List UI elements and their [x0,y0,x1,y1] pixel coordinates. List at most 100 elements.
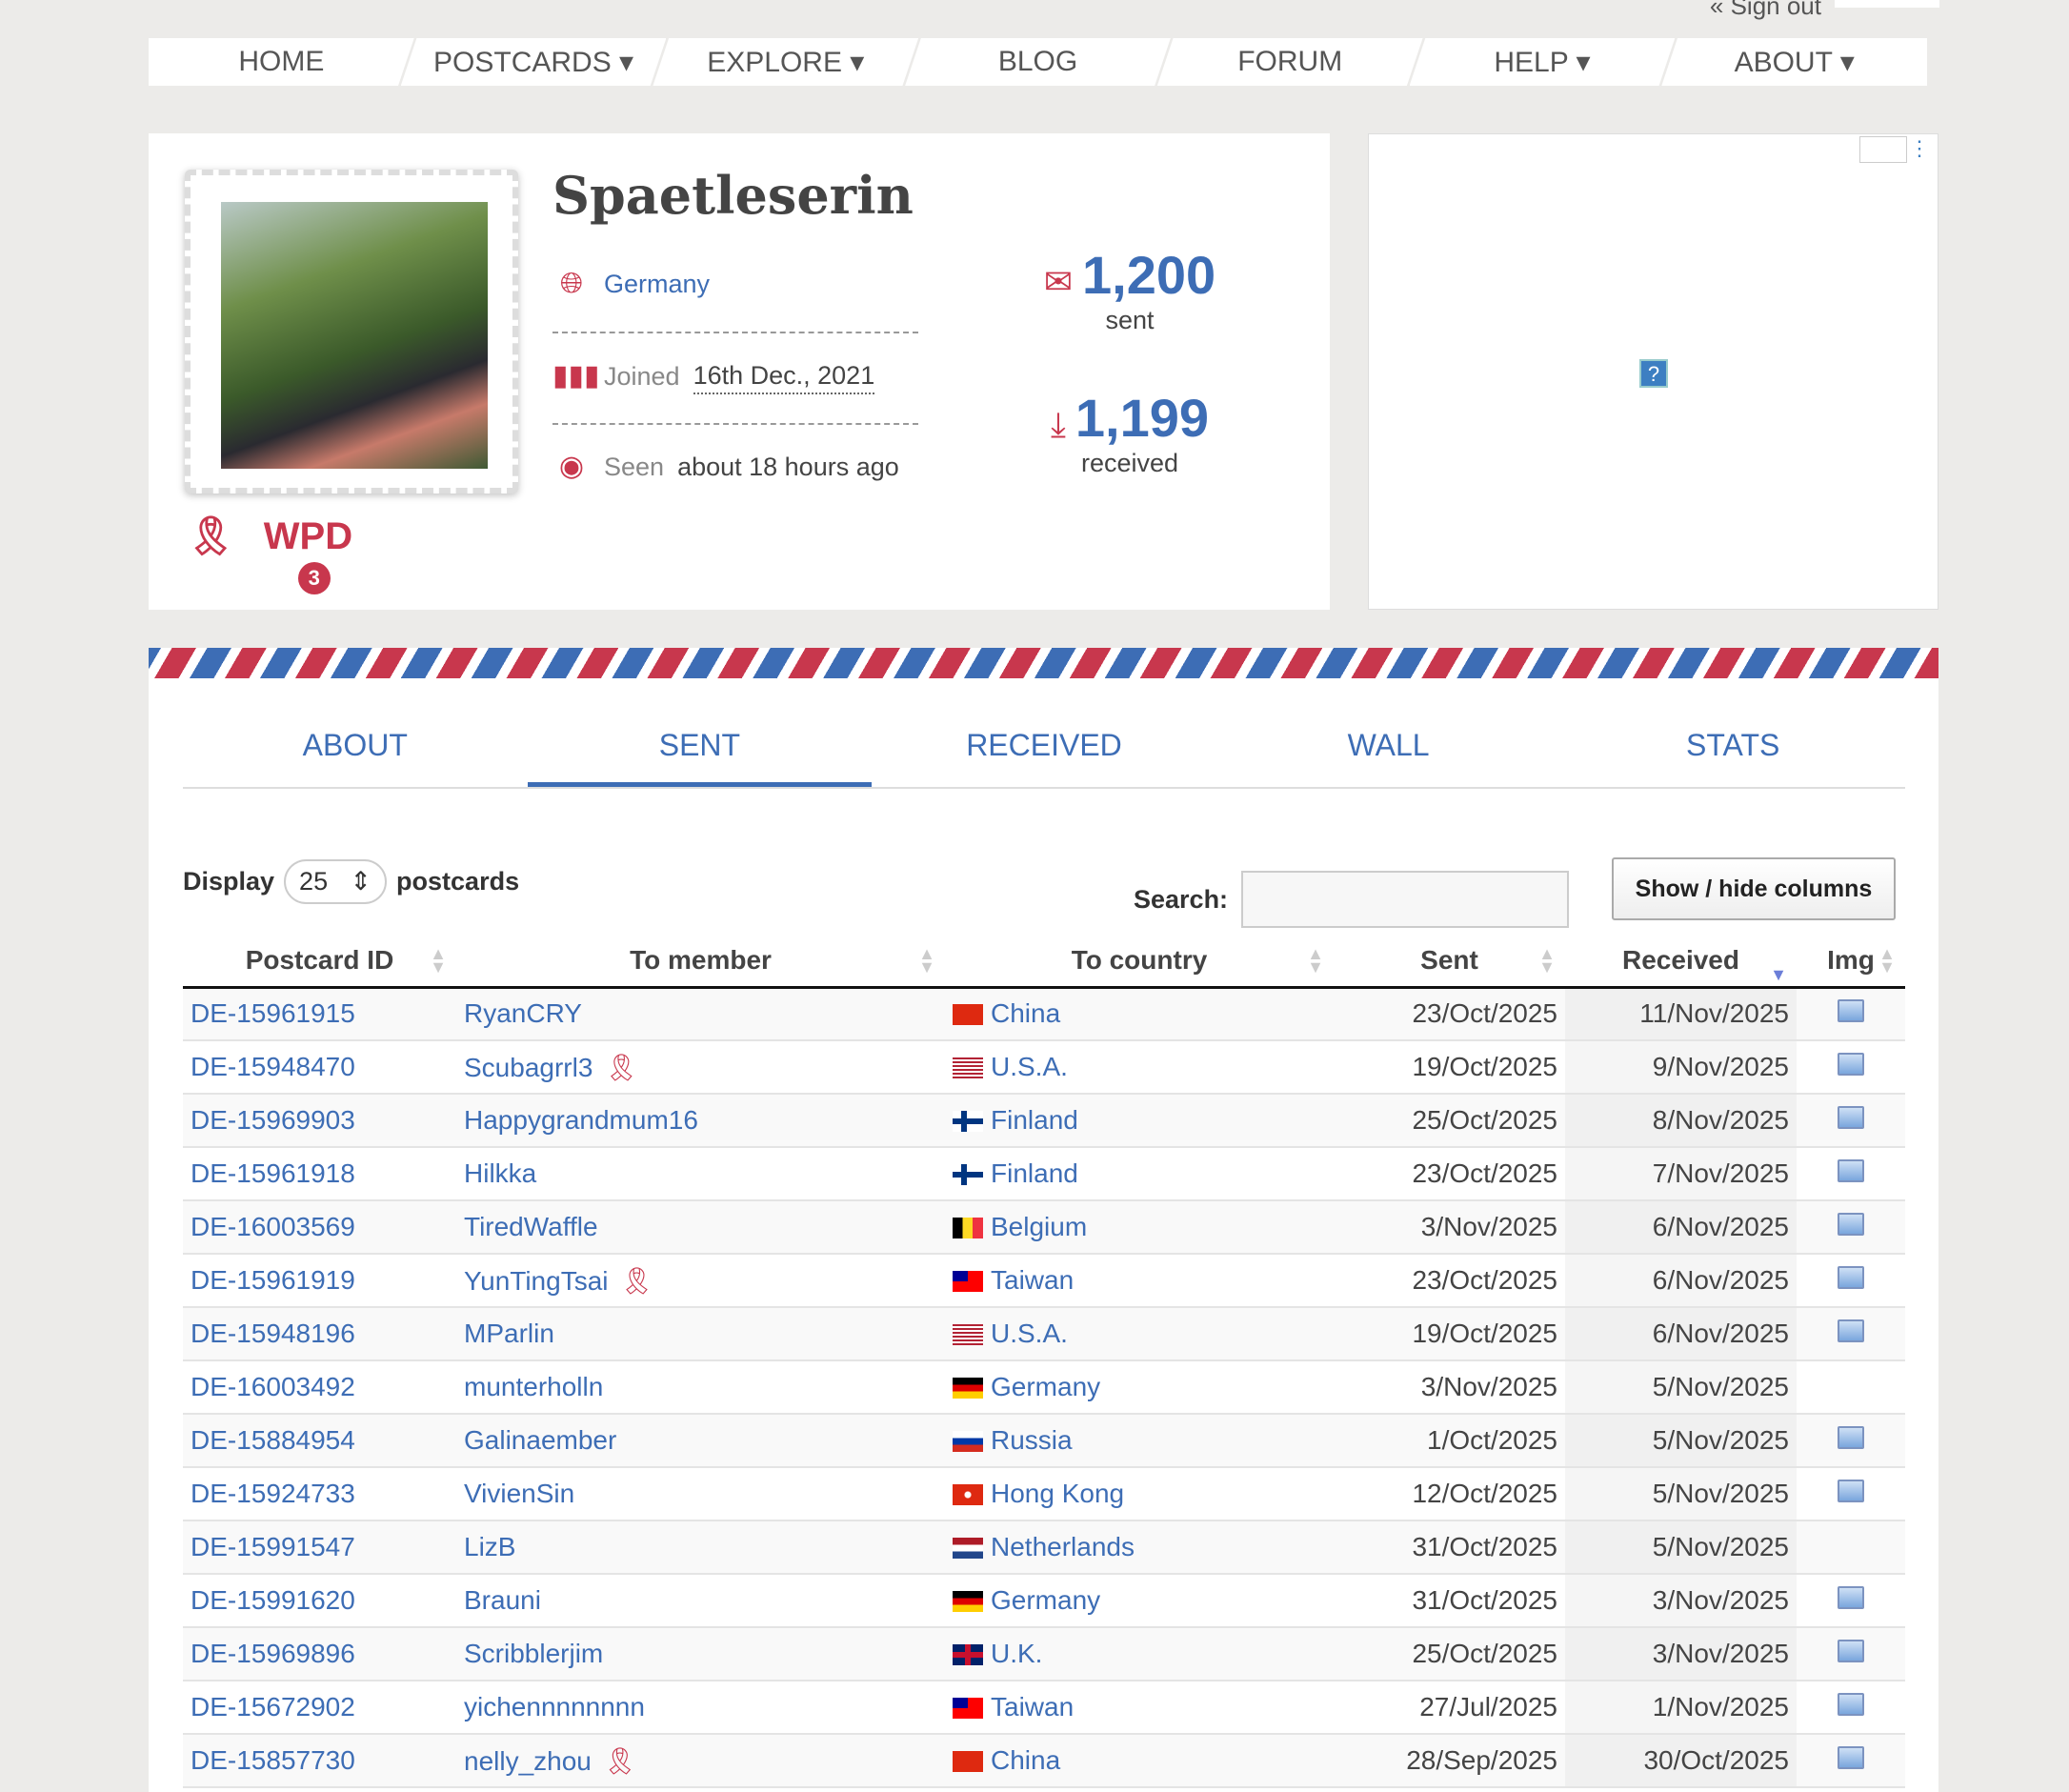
postcard-id-link[interactable]: DE-15857730 [183,1734,456,1788]
image-icon[interactable] [1838,1480,1864,1502]
country-link[interactable]: China [991,998,1061,1029]
postcard-id-link[interactable]: DE-15961915 [183,987,456,1041]
postcard-id-link[interactable]: DE-16003569 [183,1200,456,1255]
ad-close-box[interactable] [1859,136,1907,163]
country-link[interactable]: Germany [604,270,711,298]
image-icon[interactable] [1838,1746,1864,1769]
nav-item-1[interactable]: POSTCARDS ▾ [400,38,667,86]
sort-icon[interactable]: ▼ [1770,965,1787,984]
nav-item-4[interactable]: FORUM [1156,38,1423,86]
tab-wall[interactable]: WALL [1347,728,1430,762]
country-link[interactable]: Germany [991,1372,1101,1401]
sign-out-link[interactable]: « Sign out [1709,0,1821,20]
member-link[interactable]: Hilkka [464,1158,537,1188]
image-icon[interactable] [1838,1693,1864,1716]
country-link[interactable]: Finland [991,1158,1078,1188]
country-link[interactable]: Finland [991,1105,1078,1135]
country-link[interactable]: Taiwan [991,1265,1075,1295]
avatar[interactable] [221,202,488,469]
postcard-id-link[interactable]: DE-15991620 [183,1574,456,1628]
tab-about[interactable]: ABOUT [302,728,408,762]
member-link[interactable]: VivienSin [464,1479,575,1508]
image-icon[interactable] [1838,1586,1864,1609]
country-link[interactable]: Russia [991,1425,1073,1455]
postcard-id-link[interactable]: DE-15884954 [183,1414,456,1468]
member-link[interactable]: yichennnnnnnn [464,1692,645,1722]
more-icon[interactable]: ⋮ [1909,136,1930,160]
member-link[interactable]: MParlin [464,1319,554,1348]
tab-received[interactable]: RECEIVED [966,728,1122,762]
nav-item-2[interactable]: EXPLORE ▾ [653,38,919,86]
postcard-id-link[interactable]: DE-15924733 [183,1467,456,1521]
wpd-badge[interactable]: WPD 3 [264,514,352,594]
sent-date: 27/Jul/2025 [1334,1681,1565,1735]
sort-icon[interactable]: ▲ ▼ [1878,944,1896,977]
image-icon[interactable] [1838,1213,1864,1236]
search-input[interactable] [1241,871,1570,928]
received-count: 1,199 [1075,388,1210,448]
nav-item-5[interactable]: HELP ▾ [1409,38,1676,86]
column-header[interactable]: Received ▼ [1565,936,1797,989]
people-icon: ▮▮▮ [552,360,600,392]
image-icon[interactable] [1838,1266,1864,1289]
member-link[interactable]: Scubagrrl3 [464,1052,593,1082]
column-header[interactable]: Sent ▲ ▼ [1334,936,1565,989]
country-link[interactable]: U.K. [991,1639,1043,1668]
award-ribbon-icon[interactable]: 🎗︎ [187,515,235,557]
sort-icon[interactable]: ▲ ▼ [918,944,935,977]
country-link[interactable]: U.S.A. [991,1052,1068,1081]
member-link[interactable]: RyanCRY [464,998,582,1029]
display-select[interactable]: 25 ⇕ [284,859,388,904]
column-header[interactable]: Postcard ID ▲ ▼ [183,936,456,989]
tab-stats[interactable]: STATS [1685,728,1780,762]
postcard-id-link[interactable]: DE-15961919 [183,1254,456,1308]
tab-sent[interactable]: SENT [527,705,873,787]
country-link[interactable]: Germany [991,1585,1101,1615]
postcard-id-link[interactable]: DE-15948196 [183,1307,456,1361]
image-icon[interactable] [1838,1159,1864,1182]
country-link[interactable]: U.S.A. [991,1319,1068,1348]
image-icon[interactable] [1838,1319,1864,1342]
member-link[interactable]: Galinaember [464,1425,617,1455]
member-link[interactable]: LizB [464,1532,516,1561]
received-stat[interactable]: ⤓ 1,199 received [996,387,1263,478]
image-icon[interactable] [1838,1426,1864,1449]
postcard-id-link[interactable]: DE-16003492 [183,1360,456,1415]
member-link[interactable]: Brauni [464,1585,541,1615]
country-link[interactable]: China [991,1745,1061,1775]
member-link[interactable]: nelly_zhou [464,1745,592,1776]
member-link[interactable]: TiredWaffle [464,1212,598,1241]
postcard-id-link[interactable]: DE-15969896 [183,1627,456,1681]
postcard-id-link[interactable]: DE-15961918 [183,1147,456,1201]
country-link[interactable]: Netherlands [991,1532,1135,1561]
column-header[interactable]: Img ▲ ▼ [1797,936,1905,989]
postcard-id-link[interactable]: DE-15948470 [183,1040,456,1095]
sort-icon[interactable]: ▲ ▼ [1538,944,1556,977]
image-icon[interactable] [1838,1106,1864,1129]
show-hide-columns-button[interactable]: Show / hide columns [1612,857,1896,920]
help-icon[interactable]: ? [1639,359,1668,388]
member-link[interactable]: YunTingTsai [464,1265,609,1296]
member-link[interactable]: Happygrandmum16 [464,1105,698,1135]
nav-item-6[interactable]: ABOUT ▾ [1661,38,1928,86]
member-link[interactable]: Scribblerjim [464,1639,604,1668]
nav-item-3[interactable]: BLOG [905,38,1171,86]
country-link[interactable]: Taiwan [991,1692,1075,1722]
sort-icon[interactable]: ▲ ▼ [430,944,447,977]
image-icon[interactable] [1838,999,1864,1023]
postcard-id-link[interactable]: DE-15969903 [183,1094,456,1148]
country-cell: Finland [945,1094,1334,1148]
postcard-id-link[interactable]: DE-15672902 [183,1681,456,1735]
column-header[interactable]: To country ▲ ▼ [945,936,1334,989]
image-icon[interactable] [1838,1053,1864,1076]
postcard-id-link[interactable]: DE-15991547 [183,1520,456,1575]
country-cell: Taiwan [945,1254,1334,1308]
sort-icon[interactable]: ▲ ▼ [1307,944,1324,977]
member-link[interactable]: munterholln [464,1372,604,1401]
country-link[interactable]: Hong Kong [991,1479,1125,1508]
sent-stat[interactable]: ✉ 1,200 sent [996,244,1263,335]
image-icon[interactable] [1838,1640,1864,1662]
column-header[interactable]: To member ▲ ▼ [456,936,945,989]
nav-item-0[interactable]: HOME [149,38,414,86]
country-link[interactable]: Belgium [991,1212,1088,1241]
